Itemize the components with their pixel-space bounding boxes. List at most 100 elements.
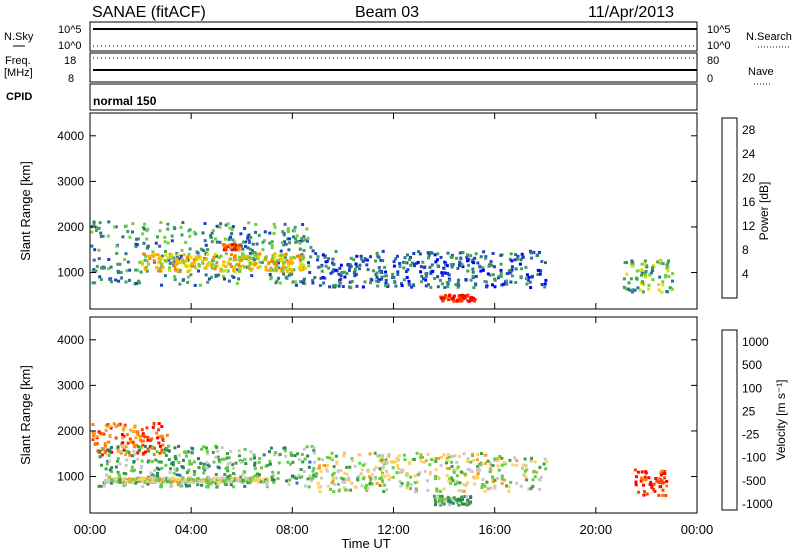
velocity-echo-cell [529, 459, 533, 463]
power-echo-cell [346, 263, 350, 267]
velocity-echo-cell [445, 497, 449, 501]
velocity-echo-cell [262, 453, 266, 457]
velocity-echo-cell [361, 463, 365, 467]
velocity-echo-cell [650, 483, 654, 487]
velocity-echo-cell [121, 441, 125, 445]
power-echo-cell [410, 285, 413, 289]
velocity-echo-cell [161, 443, 165, 447]
velocity-echo-cell [202, 471, 206, 475]
velocity-echo-cell [507, 489, 511, 493]
velocity-echo-cell [422, 460, 426, 464]
velocity-echo-cell [407, 461, 411, 464]
velocity-echo-cell [401, 468, 405, 472]
velocity-echo-cell [170, 462, 174, 465]
velocity-echo-cell [441, 500, 445, 504]
power-echo-cell [466, 269, 470, 273]
velocity-echo-cell [445, 474, 449, 478]
power-echo-cell [215, 240, 219, 244]
velocity-echo-cell [435, 487, 439, 491]
power-echo-cell [466, 253, 469, 257]
power-echo-cell [350, 280, 354, 283]
velocity-echo-cell [141, 432, 145, 436]
velocity-echo-cell [165, 479, 169, 483]
power-echo-cell [424, 284, 428, 288]
power-echo-cell [201, 259, 205, 263]
power-echo-cell [276, 258, 280, 262]
power-echo-cell [481, 268, 485, 272]
velocity-echo-cell [104, 428, 108, 432]
power-echo-cell [508, 271, 512, 275]
velocity-echo-cell [457, 454, 461, 458]
velocity-echo-cell [344, 488, 348, 492]
velocity-echo-cell [125, 458, 129, 462]
velocity-echo-cell [131, 454, 134, 458]
velocity-echo-cell [480, 452, 483, 455]
power-echo-cell [211, 229, 215, 232]
velocity-echo-cell [103, 442, 107, 446]
velocity-echo-cell [162, 477, 166, 481]
velocity-echo-cell [434, 459, 438, 463]
velocity-echo-cell [505, 484, 509, 488]
power-echo-cell [381, 249, 385, 253]
velocity-echo-cell [426, 452, 430, 456]
power-echo-cell [499, 271, 503, 275]
velocity-echo-cell [217, 466, 221, 470]
power-echo-cell [224, 247, 228, 251]
velocity-echo-cell [116, 470, 120, 474]
power-echo-cell [246, 246, 250, 250]
velocity-echo-cell [413, 481, 417, 485]
velocity-echo-cell [493, 486, 497, 490]
power-echo-cell [398, 262, 402, 265]
power-echo-cell [301, 268, 305, 272]
velocity-colorbar-tick: -1000 [742, 497, 773, 511]
velocity-echo-cell [104, 478, 108, 482]
velocity-colorbar-tick: 1000 [742, 335, 769, 349]
power-echo-cell [159, 221, 163, 224]
power-echo-cell [626, 287, 630, 291]
power-echo-cell [302, 235, 306, 239]
velocity-echo-cell [163, 451, 166, 455]
power-echo-cell [298, 239, 302, 243]
power-echo-cell [186, 255, 190, 259]
velocity-echo-cell [142, 476, 146, 480]
velocity-echo-cell [486, 459, 490, 463]
power-echo-cell [148, 256, 152, 260]
velocity-echo-cell [158, 435, 162, 439]
velocity-echo-cell [439, 490, 442, 493]
velocity-echo-cell [241, 473, 245, 477]
power-echo-cell [203, 239, 207, 243]
power-echo-cell [101, 234, 105, 238]
power-echo-cell [164, 259, 168, 263]
velocity-echo-cell [466, 498, 470, 502]
velocity-echo-cell [365, 483, 368, 487]
power-echo-cell [194, 267, 198, 270]
power-echo-cell [375, 253, 379, 257]
power-echo-cell [264, 258, 268, 261]
power-echo-cell [238, 264, 242, 268]
velocity-echo-cell [257, 460, 261, 464]
power-echo-cell [466, 293, 470, 297]
power-echo-cell [285, 269, 289, 273]
power-echo-cell [189, 273, 193, 277]
power-echo-cell [510, 259, 514, 263]
power-echo-cell [230, 244, 234, 248]
power-echo-cell [238, 260, 242, 264]
power-echo-cell [319, 265, 323, 269]
power-echo-cell [145, 259, 149, 263]
velocity-echo-cell [157, 467, 161, 471]
velocity-echo-cell [170, 484, 174, 488]
velocity-echo-cell [100, 463, 103, 467]
velocity-echo-cell [412, 457, 416, 461]
power-echo-cell [254, 223, 258, 226]
power-echo-cell [199, 255, 202, 259]
power-echo-cell [390, 276, 394, 280]
velocity-echo-cell [645, 492, 649, 496]
power-echo-cell [647, 283, 651, 287]
velocity-echo-cell [135, 480, 139, 484]
power-echo-cell [156, 253, 160, 257]
velocity-echo-cell [337, 489, 341, 493]
velocity-echo-cell [367, 470, 370, 473]
power-echo-cell [272, 268, 276, 272]
velocity-echo-cell [396, 464, 399, 468]
power-echo-cell [486, 272, 490, 276]
